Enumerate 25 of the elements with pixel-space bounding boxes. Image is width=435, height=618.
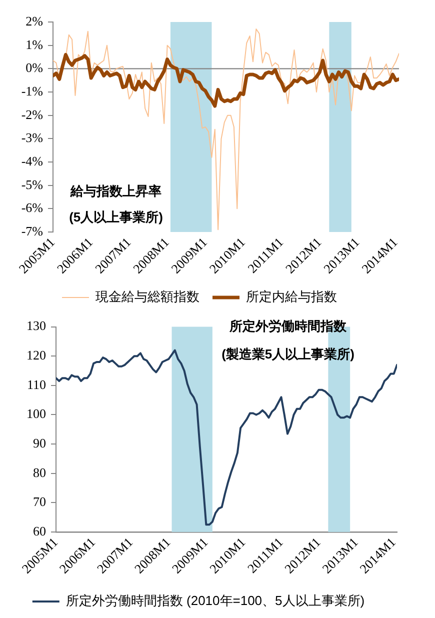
y-tick-label: -5% [21, 176, 44, 192]
y-tick-label: -7% [21, 223, 44, 238]
y-tick-label: 120 [26, 348, 46, 363]
text: 給与指数上昇率 [70, 184, 162, 199]
text: (製造業5人以上事業所) [222, 346, 354, 362]
y-tick-label: -4% [21, 153, 44, 168]
y-tick-label: 100 [26, 406, 46, 422]
y-tick-label: -6% [21, 200, 44, 216]
legend-label: 所定内給与指数 [246, 289, 337, 304]
y-tick-label: -1% [21, 83, 44, 98]
y-tick-label: 2% [26, 13, 44, 28]
y-tick-label: 70 [33, 494, 46, 510]
y-tick-label: 130 [26, 318, 46, 334]
y-tick-label: 60 [33, 523, 46, 538]
y-tick-label: 90 [33, 435, 46, 450]
chart-title: 所定外労働時間指数 [228, 318, 348, 334]
y-tick-label: -2% [21, 106, 44, 122]
y-tick-label: -3% [21, 130, 44, 146]
legend-label: 所定外労働時間指数 (2010年=100、5人以上事業所) [66, 593, 365, 608]
y-tick-label: 1% [26, 36, 44, 52]
legend-label: 現金給与総額指数 [96, 289, 200, 304]
y-tick-label: 0% [26, 60, 44, 76]
text: (5人以上事業所) [69, 210, 163, 225]
y-tick-label: 80 [33, 464, 46, 480]
y-tick-label: 110 [26, 376, 46, 392]
